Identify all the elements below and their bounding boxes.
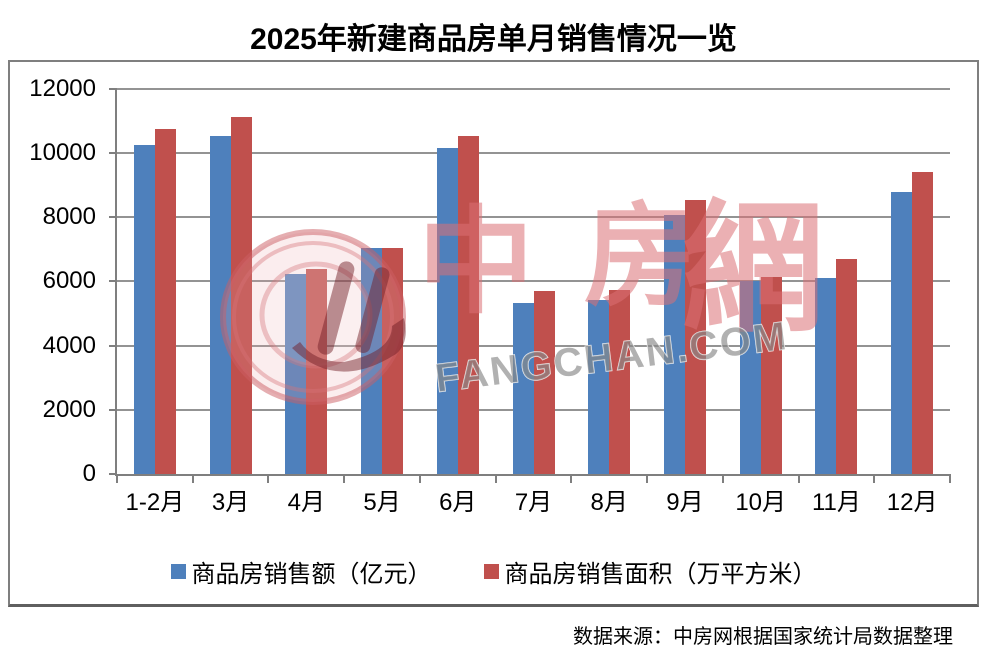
bar-amount-6月	[436, 148, 458, 474]
y-axis-label-10000: 10000	[29, 138, 96, 166]
y-axis-label-2000: 2000	[42, 395, 96, 423]
y-axis-tick-10000	[109, 151, 117, 154]
bar-area-8月	[609, 289, 631, 474]
x-axis-label-3月: 3月	[211, 489, 250, 516]
legend-item-sales-area: 商品房销售面积（万平方米）	[483, 554, 817, 589]
y-axis-label-12000: 12000	[29, 74, 96, 102]
gridline-8000	[117, 216, 950, 218]
gridline-6000	[117, 280, 950, 283]
x-axis-line	[115, 474, 950, 476]
x-axis-label-6月: 6月	[439, 489, 477, 516]
chart-legend: 商品房销售额（亿元） 商品房销售面积（万平方米）	[10, 554, 977, 589]
x-axis-label-10月: 10月	[735, 489, 787, 516]
x-axis-label-8月: 8月	[590, 489, 628, 516]
y-axis-label-6000: 6000	[42, 267, 96, 295]
bar-area-7月	[533, 290, 555, 474]
gridline-12000	[117, 87, 950, 90]
bar-amount-10月	[739, 281, 761, 474]
bar-area-10月	[760, 277, 782, 474]
bar-amount-4月	[285, 273, 307, 474]
legend-swatch-red	[483, 564, 499, 579]
x-axis-tick-4	[418, 474, 421, 483]
y-axis-label-4000: 4000	[42, 331, 96, 359]
bar-amount-9月	[663, 215, 685, 474]
bar-area-9月	[684, 199, 706, 474]
bar-amount-5月	[361, 247, 383, 474]
legend-label-sales-area: 商品房销售面积（万平方米）	[504, 561, 817, 588]
x-axis-label-5月: 5月	[363, 489, 401, 516]
page-title: 2025年新建商品房单月销售情况一览	[250, 23, 737, 56]
x-axis-tick-11	[949, 474, 951, 483]
y-axis-tick-2000	[109, 408, 117, 411]
data-source-note: 数据来源：中房网根据国家统计局数据整理	[573, 626, 953, 648]
x-axis-label-7月: 7月	[514, 489, 553, 516]
y-axis-tick-4000	[109, 344, 117, 347]
bar-area-3月	[230, 117, 252, 474]
x-axis-label-12月: 12月	[886, 489, 938, 516]
x-axis-tick-9	[797, 474, 800, 483]
x-axis-label-9月: 9月	[666, 489, 704, 516]
bar-area-1-2月	[154, 128, 176, 474]
chart-frame: 0 2000 4000 6000 8000 10000 12000 1-2月 3月 4月 5月 6月 7…	[8, 60, 979, 607]
x-axis-label-4月: 4月	[287, 489, 325, 516]
legend-item-sales-amount: 商品房销售额（亿元）	[170, 554, 432, 589]
x-axis-tick-3	[343, 474, 346, 483]
x-axis-tick-7	[646, 474, 649, 483]
gridline-10000	[117, 151, 950, 154]
plot-area: 0 2000 4000 6000 8000 10000 12000 1-2月 3月 4月 5月 6月 7…	[10, 62, 977, 604]
y-axis-line	[115, 88, 117, 476]
x-axis-tick-0	[116, 474, 118, 483]
y-axis-label-0: 0	[82, 460, 96, 487]
y-axis-tick-6000	[109, 280, 117, 283]
bar-area-4月	[306, 268, 328, 474]
x-axis-label-1-2月: 1-2月	[125, 489, 185, 516]
bar-area-11月	[836, 259, 858, 474]
x-axis-label-11月: 11月	[811, 489, 861, 516]
x-axis-tick-5	[494, 474, 497, 483]
y-axis-label-8000: 8000	[42, 203, 96, 230]
x-axis-tick-2	[267, 474, 270, 483]
y-axis-tick-0	[109, 473, 117, 475]
y-axis-tick-12000	[109, 87, 117, 90]
x-axis-tick-6	[570, 474, 573, 483]
bar-amount-1-2月	[133, 144, 155, 474]
bar-amount-7月	[512, 302, 534, 474]
x-axis-tick-1	[191, 474, 194, 483]
x-axis-tick-10	[873, 474, 876, 483]
legend-label-sales-amount: 商品房销售额（亿元）	[191, 561, 432, 588]
bar-area-12月	[912, 172, 934, 474]
bar-area-6月	[457, 135, 479, 474]
bar-amount-12月	[891, 191, 913, 474]
legend-swatch-blue	[170, 564, 186, 579]
y-axis-tick-8000	[109, 216, 117, 218]
bar-area-5月	[382, 247, 404, 474]
bar-amount-3月	[209, 136, 231, 474]
bar-amount-8月	[588, 299, 610, 474]
x-axis-tick-8	[721, 474, 724, 483]
bar-amount-11月	[815, 277, 837, 474]
